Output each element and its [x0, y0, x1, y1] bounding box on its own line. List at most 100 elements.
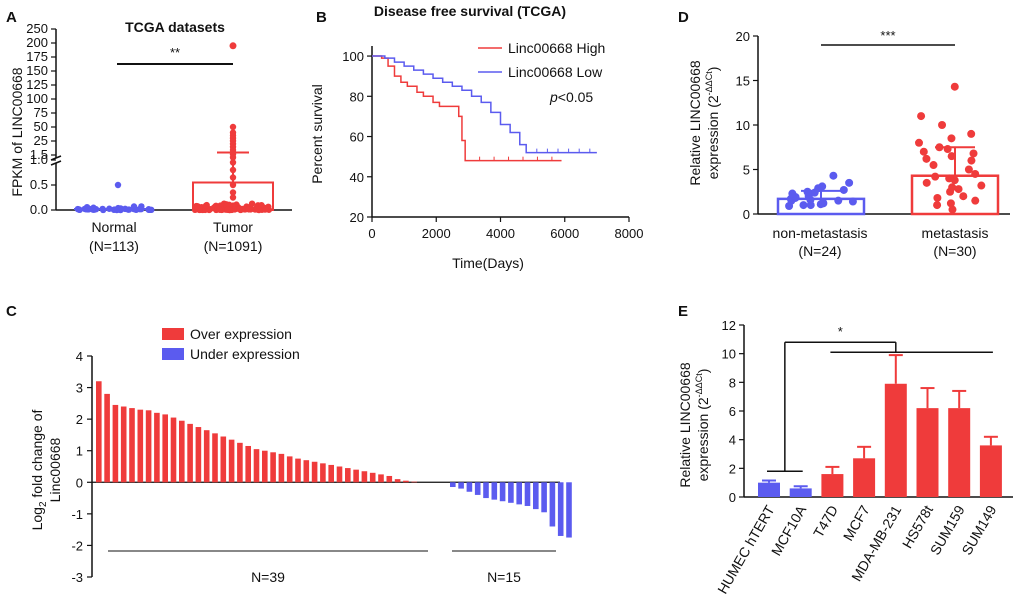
panel-e-ytick-label: 4 — [729, 433, 736, 448]
panel-label-a: A — [6, 9, 17, 26]
panel-c-bar-under — [516, 482, 522, 505]
panel-c-ytick-label: 1 — [76, 444, 83, 459]
panel-b-ytick-label: 100 — [342, 49, 364, 64]
panel-label-c: C — [6, 303, 17, 320]
panel-e-bar — [758, 482, 780, 497]
panel-c-bar-under — [450, 482, 456, 488]
panel-c-bar-over — [386, 475, 393, 483]
panel-a-ytick-label: 125 — [26, 77, 48, 92]
panel-a-ytick-label: 250 — [26, 21, 48, 36]
panel-d-ylabel-post: ) — [705, 67, 721, 72]
legend-swatch-under — [162, 348, 184, 360]
panel-b-axes: 20 40 60 80 100 0 2000 4000 6000 8000 — [342, 46, 643, 241]
legend-swatch-over — [162, 328, 184, 340]
panel-d-group-nonmet-n: (N=24) — [798, 243, 841, 259]
panel-a-dot-max — [229, 42, 237, 50]
panel-b-xtick-label: 2000 — [422, 226, 451, 241]
panel-e-ytick-label: 2 — [729, 461, 736, 476]
panel-b-ytick-label: 20 — [350, 210, 364, 225]
panel-c-bar-over — [378, 474, 384, 483]
panel-c-bar-over — [145, 410, 152, 483]
panel-e-category-label: MCF7 — [840, 502, 873, 543]
panel-e-ytick-label: 12 — [722, 318, 736, 333]
panel-d-dot — [922, 178, 931, 187]
panel-c-ylabel-line2: Linc00668 — [47, 437, 63, 502]
panel-d-dot — [819, 198, 828, 207]
panel-d-dot — [967, 156, 976, 165]
panel-c-bar-under — [549, 482, 556, 527]
panel-label-e: E — [678, 303, 688, 320]
panel-c-bar-over — [320, 463, 326, 483]
panel-d-dot — [947, 134, 956, 143]
panel-c-bar-under — [557, 482, 564, 536]
panel-c-bar-over — [237, 442, 243, 483]
panel-d-dot — [917, 112, 926, 121]
panel-c-bar-over — [394, 479, 401, 483]
panel-d-ylabel-line1: Relative LINC00668 — [687, 60, 703, 186]
panel-c-bar-over — [361, 471, 368, 483]
panel-c: Log2 fold change of Linc00668 43210-1-2-… — [29, 326, 572, 585]
panel-c-bar-over — [104, 393, 110, 483]
panel-c-bar-under — [508, 482, 514, 503]
panel-d-dot — [933, 201, 942, 210]
panel-e-bar — [789, 488, 812, 497]
panel-d-dot — [915, 138, 924, 147]
panel-d-dot — [950, 82, 959, 91]
panel-a-group-tumor: Tumor — [213, 219, 253, 235]
panel-c-bar-over — [278, 453, 285, 483]
panel-c-bar-over — [345, 468, 351, 483]
panel-c-bar-over — [112, 404, 119, 483]
panel-d-dot — [834, 196, 843, 205]
panel-a-dot — [229, 123, 237, 131]
panel-a-dot — [229, 194, 237, 201]
panel-e-ylabel-line2: expression (2-ΔΔCt) — [694, 369, 711, 482]
panel-e-ylabel-post: ) — [695, 369, 711, 374]
panel-c-ytick-label: -2 — [71, 538, 83, 553]
panel-d-dot — [948, 205, 957, 214]
panel-c-bar-over — [328, 464, 334, 483]
panel-c-bar-over — [286, 456, 293, 483]
panel-c-ytick-label: 0 — [76, 475, 83, 490]
panel-b: Disease free survival (TCGA) Percent sur… — [309, 3, 643, 271]
panel-c-ytick-label: 2 — [76, 412, 83, 427]
panel-a-ytick-label: 1.0 — [30, 152, 48, 167]
legend-label-high: Linc00668 High — [508, 40, 605, 56]
panel-e-bar — [948, 408, 971, 497]
panel-b-xtick-label: 8000 — [615, 226, 644, 241]
panel-d-dot — [788, 189, 797, 198]
panel-d-ytick-label: 20 — [736, 29, 750, 44]
panel-d-ytick-label: 5 — [743, 163, 750, 178]
panel-a-ytick-label: 200 — [26, 35, 48, 50]
panel-c-ylabel-line1: Log2 fold change of — [29, 410, 49, 531]
panel-e-ytick-label: 6 — [729, 404, 736, 419]
panel-d-dot — [919, 147, 928, 156]
panel-a-ytick-label: 175 — [26, 49, 48, 64]
panel-b-ytick-label: 40 — [350, 170, 364, 185]
panel-a-group-normal: Normal — [91, 219, 136, 235]
panel-a: TCGA datasets FPKM of LINC00668 0.0 0.5 1.… — [9, 19, 292, 254]
panel-c-bar-over — [195, 427, 202, 483]
panel-c-bar-over — [129, 408, 135, 483]
panel-c-bar-over — [253, 449, 260, 483]
panel-d-dot — [933, 193, 942, 202]
panel-c-bar-under — [474, 482, 481, 495]
panel-d-ylabel-line2: expression (2-ΔΔCt) — [704, 67, 721, 180]
panel-c-bar-under — [491, 482, 498, 500]
panel-a-dot — [224, 206, 232, 213]
panel-c-bar-over — [353, 469, 359, 483]
panel-c-bar-under — [483, 482, 489, 499]
panel-d-dot — [967, 129, 976, 138]
panel-d-dot — [931, 172, 940, 181]
panel-a-dot — [258, 201, 265, 209]
panel-c-bar-under — [466, 482, 473, 492]
panel-e-category-label: T47D — [810, 503, 841, 541]
panel-d-dot — [803, 187, 812, 196]
panel-d-dot — [945, 174, 954, 183]
panel-a-axis-break — [50, 160, 62, 166]
panel-a-dot — [255, 206, 263, 214]
panel-c-bar-under — [524, 482, 531, 506]
panel-e-bar — [916, 408, 939, 497]
panel-d-ylabel-pre: expression (2 — [705, 95, 721, 179]
panel-c-ytick-label: -1 — [71, 507, 83, 522]
